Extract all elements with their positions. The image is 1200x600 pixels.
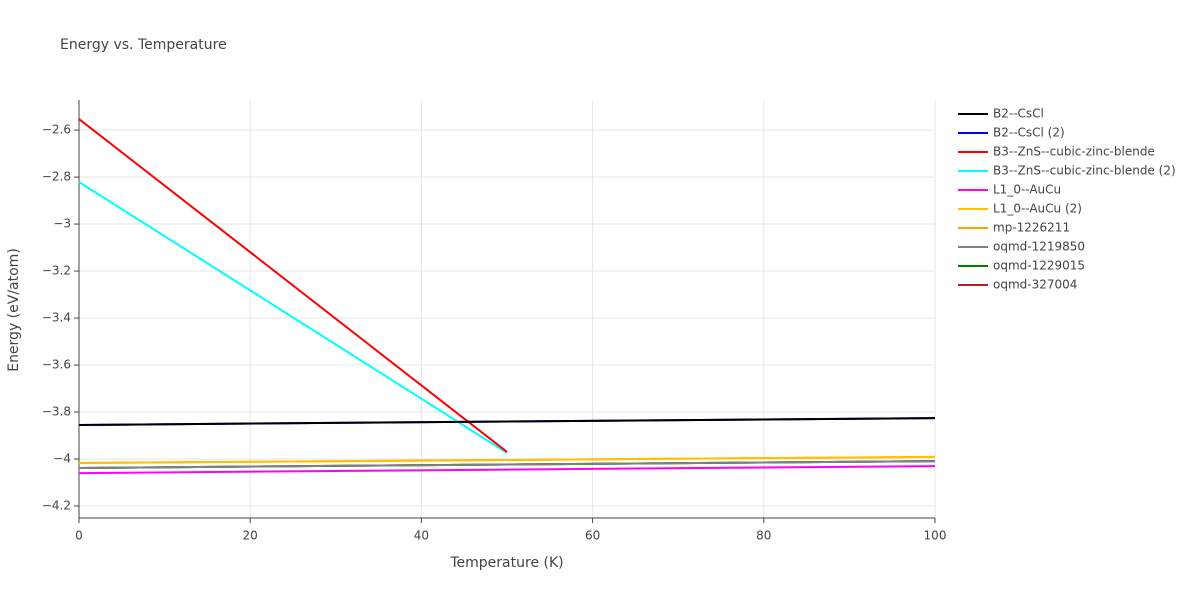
legend-label: B3--ZnS--cubic-zinc-blende [993,145,1155,159]
series-line [78,118,508,453]
y-axis-label: Energy (eV/atom) [6,248,22,372]
legend-label: L1_0--AuCu [993,183,1061,197]
x-tick-label: 40 [414,529,429,543]
y-tick-label: −3.6 [42,358,71,372]
legend-label: B2--CsCl (2) [993,126,1065,140]
y-tick-label: −3.8 [42,405,71,419]
series-line [78,455,936,465]
legend-label: B2--CsCl [993,107,1044,121]
y-tick-label: −2.8 [42,170,71,184]
y-tick-label: −2.6 [42,123,71,137]
legend-label: L1_0--AuCu (2) [993,202,1082,216]
x-tick-label: 100 [924,529,947,543]
series-line [78,181,508,454]
legend-label: oqmd-327004 [993,278,1077,292]
legend-label: mp-1226211 [993,221,1070,235]
y-tick-label: −3.2 [42,264,71,278]
legend-label: B3--ZnS--cubic-zinc-blende (2) [993,164,1176,178]
x-axis-label: Temperature (K) [449,555,563,571]
chart-title: Energy vs. Temperature [60,37,227,53]
x-tick-label: 60 [585,529,600,543]
series-line [78,417,936,426]
legend-label: oqmd-1229015 [993,259,1085,273]
y-tick-label: −4 [53,452,71,466]
y-tick-label: −3 [53,217,71,231]
y-tick-label: −3.4 [42,311,71,325]
series-line [78,460,936,469]
x-tick-label: 20 [243,529,258,543]
y-tick-label: −4.2 [42,499,71,513]
series-line [78,465,936,475]
x-tick-label: 80 [756,529,771,543]
legend-label: oqmd-1219850 [993,240,1085,254]
x-tick-label: 0 [75,529,83,543]
